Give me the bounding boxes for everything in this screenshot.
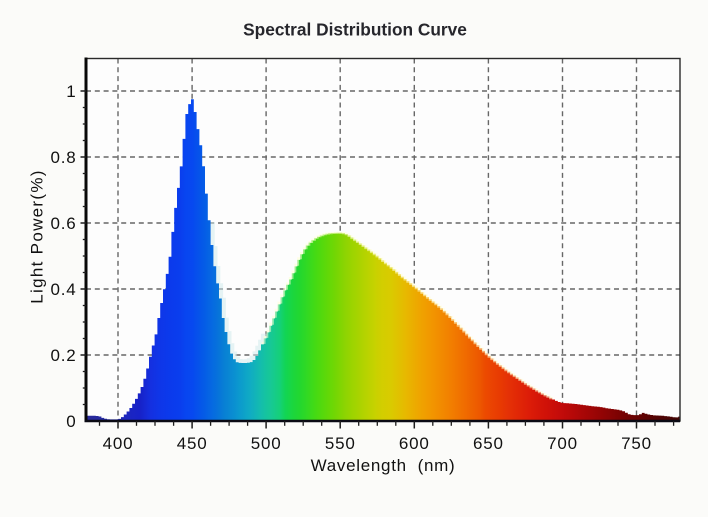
svg-text:0: 0 bbox=[66, 412, 76, 431]
svg-text:0.2: 0.2 bbox=[50, 346, 76, 365]
svg-text:Spectral Distribution Curve: Spectral Distribution Curve bbox=[243, 20, 467, 40]
svg-text:1: 1 bbox=[66, 82, 76, 101]
svg-text:550: 550 bbox=[325, 434, 356, 453]
svg-text:Wavelength (nm): Wavelength (nm) bbox=[311, 456, 456, 475]
svg-text:650: 650 bbox=[473, 434, 504, 453]
svg-text:400: 400 bbox=[103, 434, 134, 453]
svg-text:0.6: 0.6 bbox=[50, 214, 76, 233]
svg-text:750: 750 bbox=[621, 434, 652, 453]
svg-text:600: 600 bbox=[399, 434, 430, 453]
svg-text:700: 700 bbox=[547, 434, 578, 453]
svg-text:Light Power(%): Light Power(%) bbox=[28, 169, 47, 303]
svg-text:450: 450 bbox=[177, 434, 208, 453]
svg-text:0.8: 0.8 bbox=[50, 148, 76, 167]
svg-text:500: 500 bbox=[251, 434, 282, 453]
svg-text:0.4: 0.4 bbox=[50, 280, 76, 299]
